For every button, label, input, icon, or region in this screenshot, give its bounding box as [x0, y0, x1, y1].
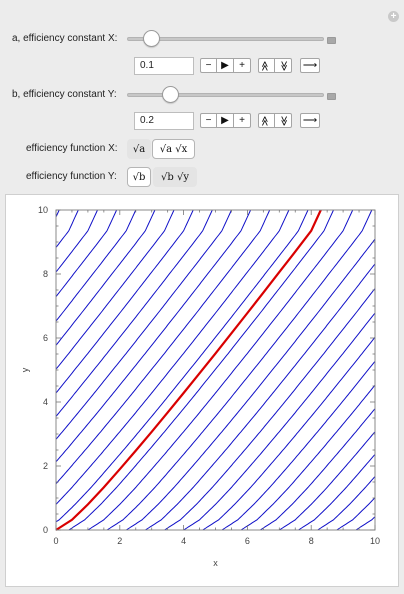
contour-line: [55, 209, 309, 523]
arrow-right-icon: ⟶: [302, 59, 318, 71]
x-tick-label: 10: [370, 536, 380, 546]
axis-ticks: 0 2 4 6 8 10 0 2 4 6 8 10: [38, 205, 380, 546]
x-tick-label: 2: [117, 536, 122, 546]
slider-a-speed-controls: ≫ ≫: [258, 58, 292, 73]
contour-line: [221, 360, 376, 531]
y-tick-label: 10: [38, 205, 48, 215]
contour-line: [125, 238, 376, 531]
contour-line: [55, 209, 79, 248]
contour-line: [240, 384, 376, 531]
slider-a-value-field[interactable]: 0.1: [134, 57, 194, 75]
play-button[interactable]: ▶: [217, 58, 234, 73]
y-tick-label: 8: [43, 269, 48, 279]
contour-lines: [55, 209, 376, 531]
slider-b-play-controls: − ▶ +: [200, 113, 251, 128]
func-y-option-sqrt-b[interactable]: √b: [127, 167, 151, 187]
contour-line: [55, 209, 60, 218]
slower-button[interactable]: ≫: [275, 58, 292, 73]
slider-a-track[interactable]: [127, 37, 324, 41]
slider-b-value-field[interactable]: 0.2: [134, 112, 194, 130]
contour-line: [317, 476, 376, 531]
func-x-option-sqrt-a-sqrt-x[interactable]: √a √x: [152, 139, 195, 159]
faster-button[interactable]: ≫: [258, 58, 275, 73]
func-x-label: efficiency function X:: [26, 143, 118, 154]
contour-line: [87, 209, 354, 531]
func-x-option-sqrt-a[interactable]: √a: [127, 139, 151, 159]
arrow-right-icon: ⟶: [302, 114, 318, 126]
y-tick-label: 0: [43, 525, 48, 535]
contour-plot: 0 2 4 6 8 10 0 2 4 6 8 10 x y: [20, 205, 380, 568]
y-tick-label: 4: [43, 397, 48, 407]
x-tick-label: 6: [245, 536, 250, 546]
contour-line: [55, 209, 137, 322]
contour-line: [106, 209, 373, 531]
highlighted-contour-line: [55, 209, 322, 531]
direction-button[interactable]: ⟶: [300, 113, 320, 128]
decrement-button[interactable]: −: [200, 58, 217, 73]
contour-line: [55, 209, 252, 463]
y-tick-label: 6: [43, 333, 48, 343]
slider-a-options-icon[interactable]: [327, 37, 336, 44]
add-icon[interactable]: +: [388, 11, 399, 22]
contour-line: [55, 209, 98, 273]
slider-b-speed-controls: ≫ ≫: [258, 113, 292, 128]
increment-button[interactable]: +: [234, 58, 251, 73]
x-tick-label: 4: [181, 536, 186, 546]
x-axis-label: x: [213, 558, 218, 568]
slider-b-track[interactable]: [127, 93, 324, 97]
play-button[interactable]: ▶: [217, 113, 234, 128]
contour-line: [336, 497, 376, 531]
contour-line: [55, 209, 156, 346]
contour-line: [183, 312, 376, 531]
contour-line: [55, 209, 271, 485]
double-chevron-down-icon: ≫: [278, 60, 289, 71]
func-y-label: efficiency function Y:: [26, 171, 117, 182]
contour-line: [55, 209, 232, 440]
contour-line: [55, 209, 194, 394]
contour-line: [279, 431, 376, 531]
x-tick-label: 8: [309, 536, 314, 546]
faster-button[interactable]: ≫: [258, 113, 275, 128]
direction-button[interactable]: ⟶: [300, 58, 320, 73]
contour-line: [55, 209, 175, 370]
x-tick-label: 0: [53, 536, 58, 546]
contour-line: [55, 209, 213, 417]
double-chevron-down-icon: ≫: [278, 115, 289, 126]
slider-a-label: a, efficiency constant X:: [12, 33, 118, 44]
contour-line: [259, 408, 376, 531]
contour-line: [145, 263, 376, 531]
slider-b-thumb[interactable]: [162, 86, 179, 103]
decrement-button[interactable]: −: [200, 113, 217, 128]
plot-panel: 0 2 4 6 8 10 0 2 4 6 8 10 x y: [5, 194, 399, 587]
contour-line: [68, 209, 334, 531]
slower-button[interactable]: ≫: [275, 113, 292, 128]
double-chevron-up-icon: ≫: [260, 115, 272, 126]
func-y-option-sqrt-b-sqrt-y[interactable]: √b √y: [153, 167, 197, 187]
contour-line: [164, 288, 376, 531]
slider-a-thumb[interactable]: [143, 30, 160, 47]
slider-a-play-controls: − ▶ +: [200, 58, 251, 73]
increment-button[interactable]: +: [234, 113, 251, 128]
slider-b-options-icon[interactable]: [327, 93, 336, 100]
double-chevron-up-icon: ≫: [260, 60, 272, 71]
contour-line: [202, 336, 376, 531]
contour-line: [55, 209, 118, 298]
contour-line: [298, 454, 376, 531]
y-tick-label: 2: [43, 461, 48, 471]
slider-b-label: b, efficiency constant Y:: [12, 89, 117, 100]
y-axis-label: y: [20, 367, 30, 372]
contour-line: [55, 209, 290, 505]
